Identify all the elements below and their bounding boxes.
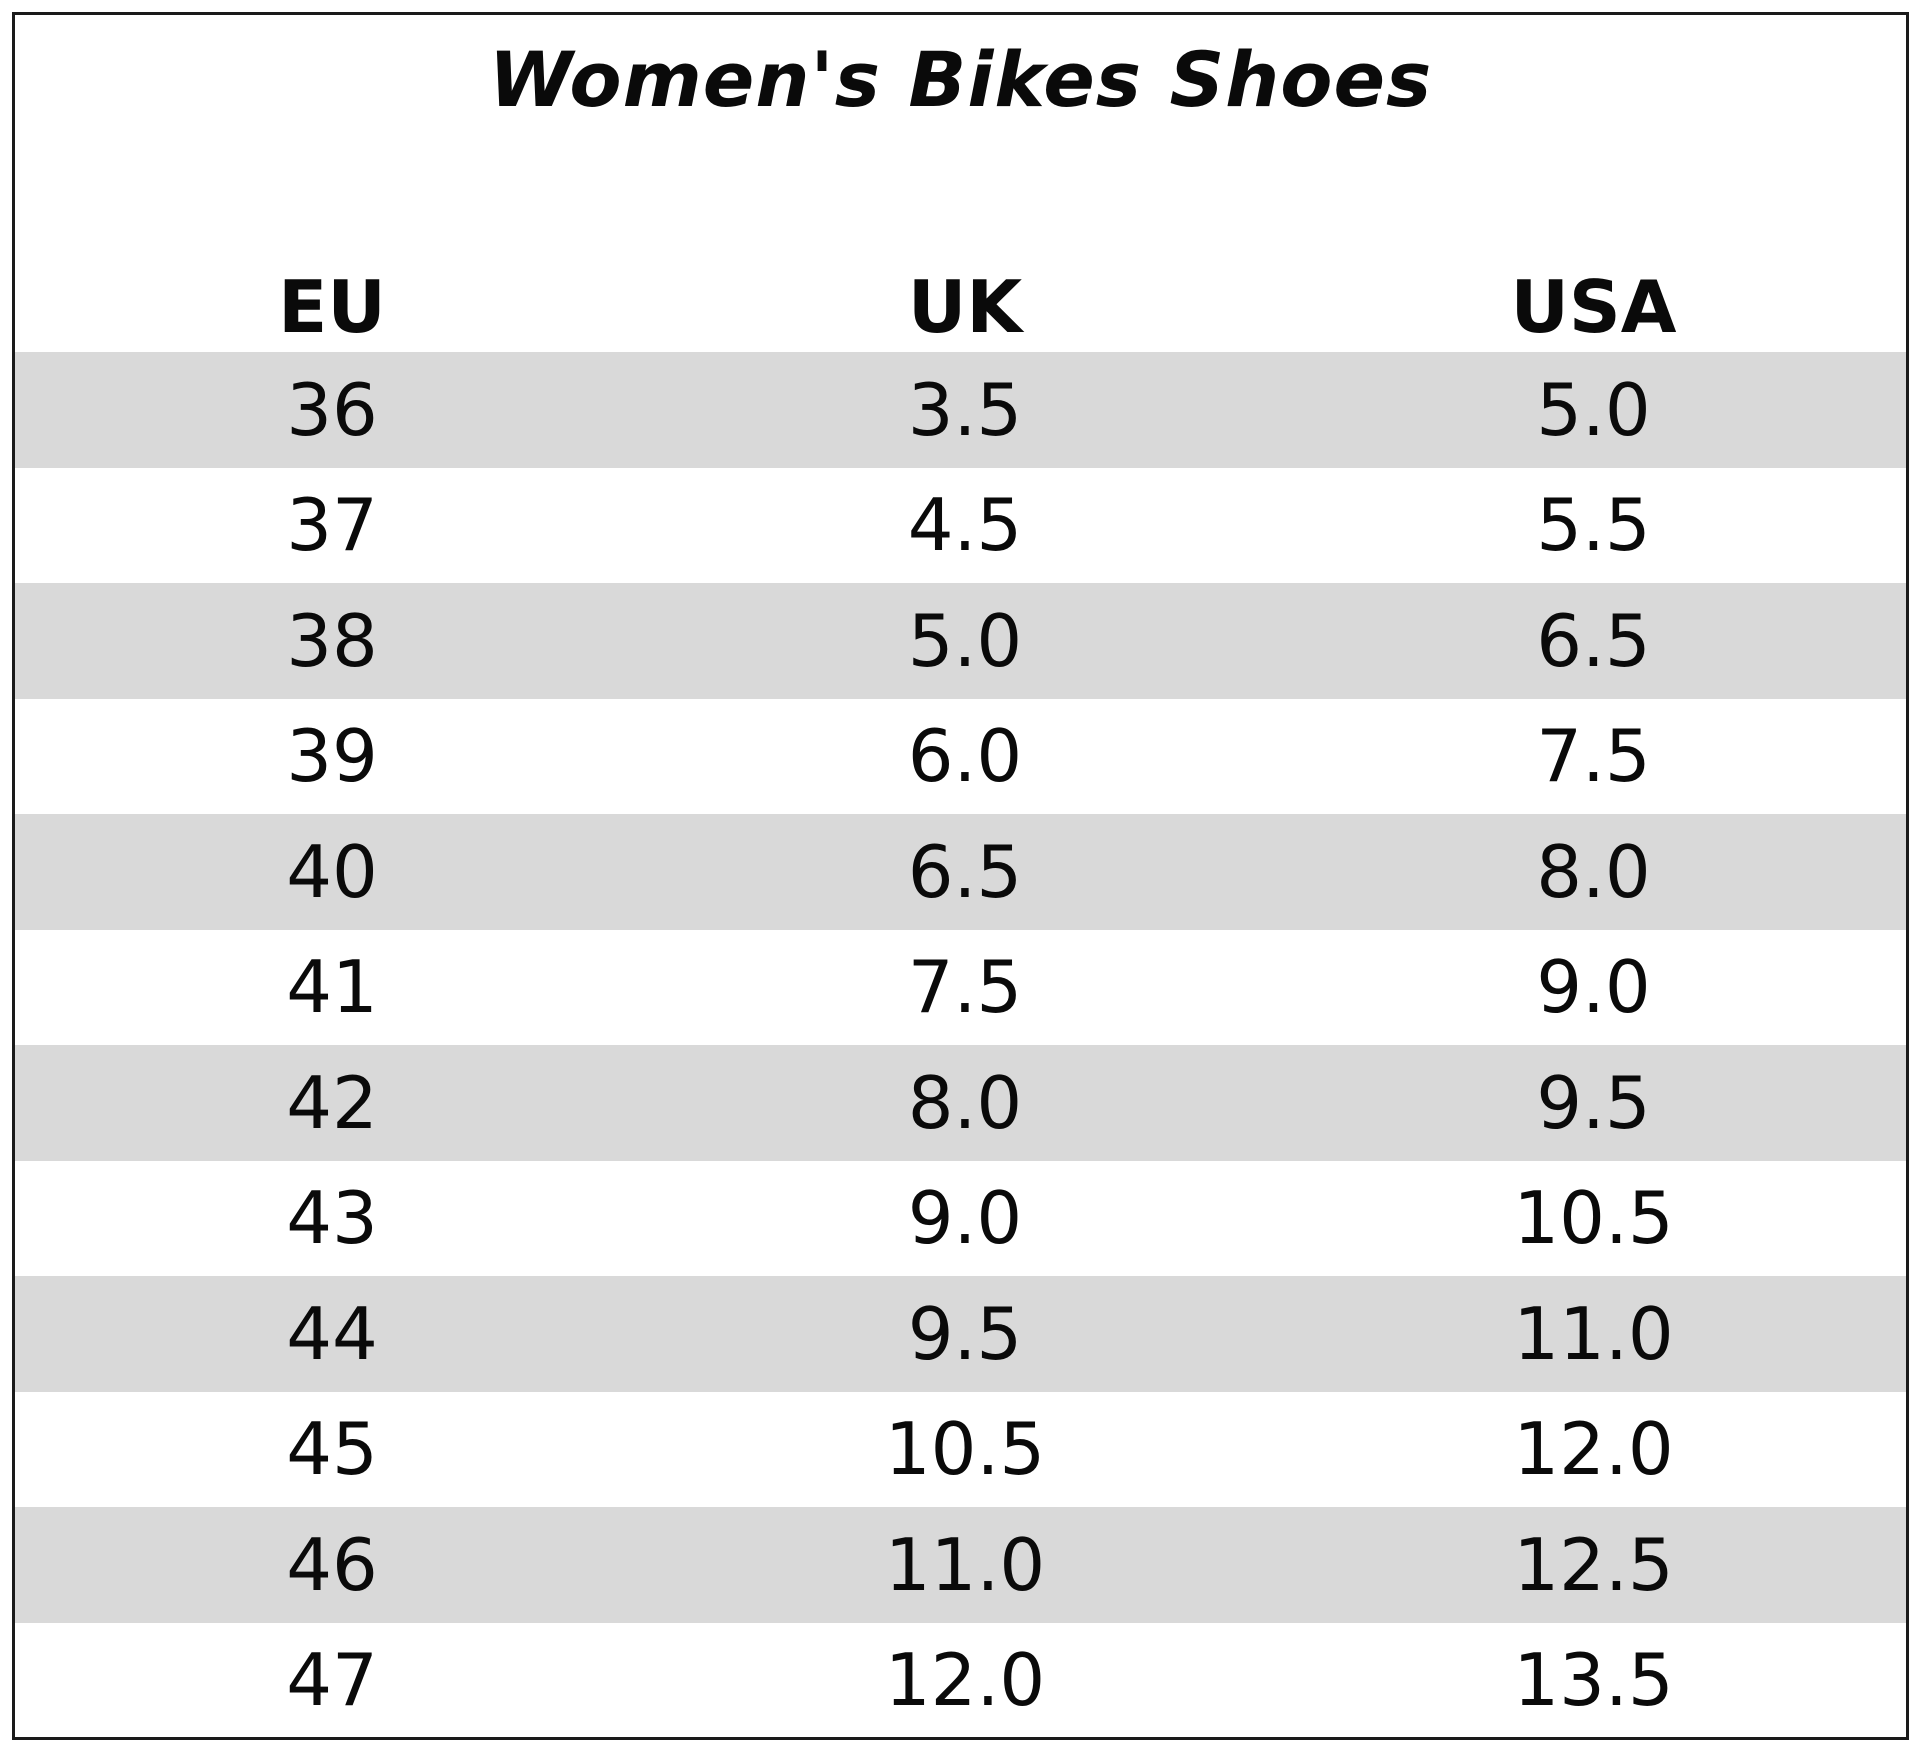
cell-usa: 9.5	[1536, 1060, 1651, 1145]
cell-eu: 43	[286, 1176, 378, 1261]
cell-eu: 39	[286, 714, 378, 799]
cell-eu: 47	[286, 1638, 378, 1723]
cell-usa: 13.5	[1513, 1638, 1674, 1723]
table-row: 36 3.5 5.0	[15, 352, 1906, 468]
table-body: 36 3.5 5.0 37 4.5 5.5 38 5.0 6.5 39 6.0 …	[15, 352, 1906, 1738]
table-row: 41 7.5 9.0	[15, 930, 1906, 1046]
cell-uk: 9.0	[907, 1176, 1023, 1261]
table-row: 38 5.0 6.5	[15, 583, 1906, 699]
cell-eu: 40	[286, 829, 378, 914]
cell-usa: 9.0	[1536, 945, 1651, 1030]
cell-usa: 5.0	[1536, 367, 1651, 452]
header-row: EU UK USA	[15, 265, 1906, 349]
table-row: 39 6.0 7.5	[15, 699, 1906, 815]
table-title: Women's Bikes Shoes	[488, 35, 1433, 124]
cell-uk: 11.0	[884, 1522, 1046, 1607]
cell-uk: 4.5	[907, 483, 1023, 568]
header-eu: EU	[278, 265, 386, 349]
cell-eu: 45	[286, 1407, 378, 1492]
cell-eu: 37	[286, 483, 378, 568]
table-row: 37 4.5 5.5	[15, 468, 1906, 584]
table-row: 42 8.0 9.5	[15, 1045, 1906, 1161]
header-usa: USA	[1510, 265, 1677, 349]
table-row: 45 10.5 12.0	[15, 1392, 1906, 1508]
cell-eu: 36	[286, 367, 378, 452]
cell-eu: 46	[286, 1522, 378, 1607]
cell-uk: 9.5	[907, 1291, 1023, 1376]
cell-usa: 12.5	[1513, 1522, 1674, 1607]
cell-eu: 41	[286, 945, 378, 1030]
cell-usa: 10.5	[1513, 1176, 1674, 1261]
cell-uk: 10.5	[884, 1407, 1046, 1492]
cell-uk: 3.5	[907, 367, 1023, 452]
header-uk: UK	[907, 265, 1023, 349]
table-row: 44 9.5 11.0	[15, 1276, 1906, 1392]
cell-eu: 38	[286, 598, 378, 683]
table-row: 47 12.0 13.5	[15, 1623, 1906, 1739]
cell-uk: 6.5	[907, 829, 1023, 914]
table-row: 43 9.0 10.5	[15, 1161, 1906, 1277]
table-row: 46 11.0 12.5	[15, 1507, 1906, 1623]
cell-eu: 42	[286, 1060, 378, 1145]
cell-uk: 6.0	[907, 714, 1023, 799]
table-row: 40 6.5 8.0	[15, 814, 1906, 930]
cell-usa: 11.0	[1513, 1291, 1674, 1376]
size-chart-table: Women's Bikes Shoes EU UK USA 36 3.5 5.0…	[12, 12, 1909, 1740]
cell-usa: 5.5	[1536, 483, 1651, 568]
cell-uk: 7.5	[907, 945, 1023, 1030]
cell-usa: 8.0	[1536, 829, 1651, 914]
cell-usa: 7.5	[1536, 714, 1651, 799]
cell-uk: 8.0	[907, 1060, 1023, 1145]
cell-usa: 6.5	[1536, 598, 1651, 683]
cell-uk: 12.0	[884, 1638, 1046, 1723]
cell-uk: 5.0	[907, 598, 1023, 683]
cell-usa: 12.0	[1513, 1407, 1674, 1492]
cell-eu: 44	[286, 1291, 378, 1376]
